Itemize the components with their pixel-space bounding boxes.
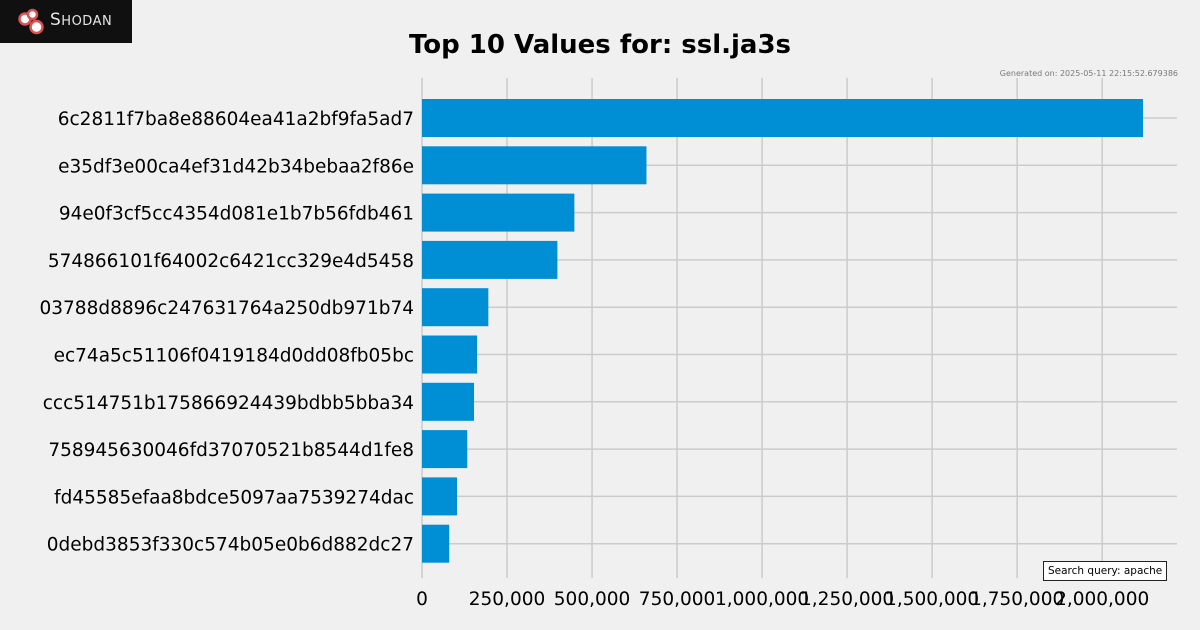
- x-tick-label: 0: [416, 589, 428, 610]
- search-query-label: Search query:: [1048, 565, 1121, 577]
- category-label: 0debd3853f330c574b05e0b6d882dc27: [47, 535, 414, 556]
- bar: [422, 524, 450, 563]
- x-tick-label: 1,750,000: [970, 589, 1064, 610]
- shodan-logo-icon: [18, 8, 44, 35]
- category-label: 758945630046fd37070521b8544d1fe8: [48, 440, 414, 461]
- bar: [422, 99, 1143, 137]
- x-tick-labels: 0 250,000 500,000 750,000 1,000,0001,250,000…: [416, 589, 1149, 610]
- bar: [422, 146, 647, 185]
- bar: [422, 288, 489, 327]
- category-labels: 6c2811f7ba8e88604ea41a2bf9fa5ad7 e35df3e0…: [39, 109, 414, 556]
- shodan-logo-text: SHODAN: [50, 11, 112, 31]
- search-query-box: Search query: apache: [1043, 561, 1168, 581]
- bar: [422, 240, 558, 279]
- x-tick-label: 2,000,000: [1055, 589, 1149, 610]
- bar: [422, 382, 475, 421]
- x-tick-label: 1,250,000: [800, 589, 894, 610]
- x-tick-label: 750,000: [639, 589, 716, 610]
- category-label: ec74a5c51106f0419184d0dd08fb05bc: [54, 346, 414, 367]
- category-label: 574866101f64002c6421cc329e4d5458: [48, 251, 414, 272]
- x-tick-label: 1,000,000: [715, 589, 809, 610]
- category-label: 94e0f3cf5cc4354d081e1b7b56fdb461: [59, 204, 414, 225]
- bar: [422, 477, 458, 516]
- generated-timestamp: Generated on: 2025-05-11 22:15:52.679386: [999, 69, 1178, 78]
- x-tick-label: 250,000: [469, 589, 546, 610]
- shodan-logo-text-rest: HODAN: [61, 14, 113, 29]
- search-query-value: apache: [1123, 565, 1163, 577]
- bar: [422, 335, 478, 374]
- category-label: fd45585efaa8bdce5097aa7539274dac: [54, 487, 414, 508]
- chart-title: Top 10 Values for: ssl.ja3s: [408, 30, 792, 60]
- shodan-logo[interactable]: SHODAN: [0, 0, 132, 43]
- shodan-logo-text-first: S: [50, 10, 62, 30]
- category-label: e35df3e00ca4ef31d42b34bebaa2f86e: [58, 156, 414, 177]
- x-tick-label: 500,000: [554, 589, 631, 610]
- category-label: 03788d8896c247631764a250db971b74: [39, 298, 414, 319]
- x-tick-label: 1,500,000: [885, 589, 979, 610]
- bars: [422, 99, 1143, 563]
- bar: [422, 430, 468, 469]
- bar: [422, 193, 575, 232]
- category-label: 6c2811f7ba8e88604ea41a2bf9fa5ad7: [58, 109, 414, 130]
- category-label: ccc514751b175866924439bdbb5bba34: [43, 393, 414, 414]
